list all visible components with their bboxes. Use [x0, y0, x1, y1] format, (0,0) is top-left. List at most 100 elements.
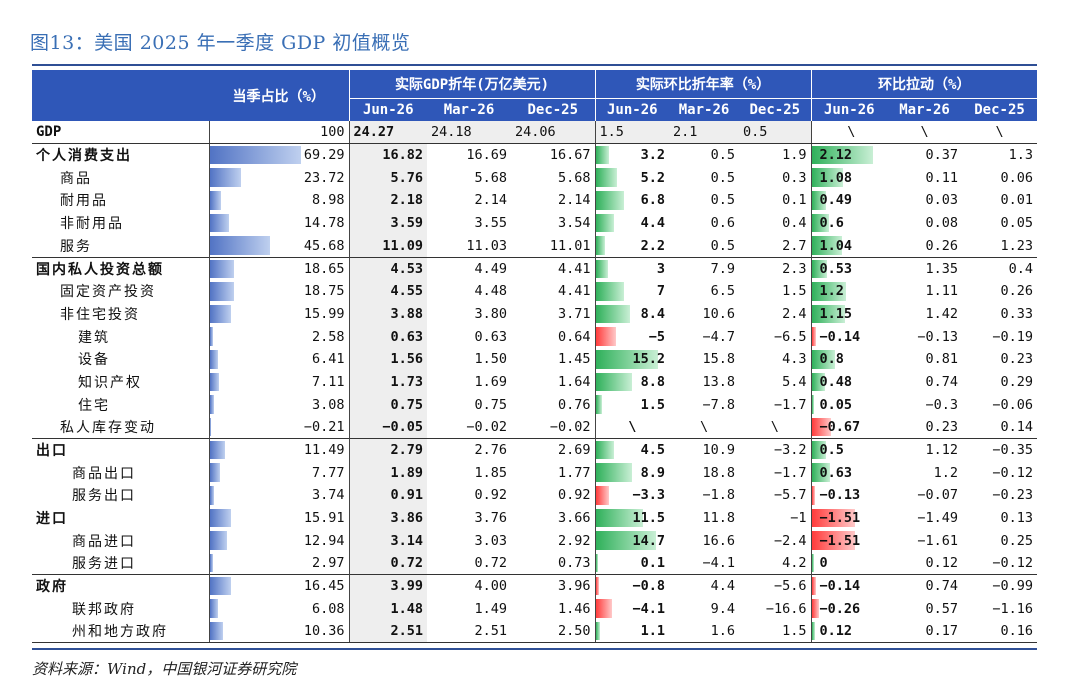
table-row: 固定资产投资 18.75 4.55 4.48 4.41 7 6.5 1.5 1.2 1.11 0.2… [32, 279, 1037, 303]
row-label: 设备 [78, 352, 110, 369]
share-value: 11.49 [303, 442, 345, 459]
share-cell: 7.11 [208, 370, 349, 394]
contrib-value: −0.14 [819, 578, 861, 595]
share-bar [210, 508, 231, 528]
contrib-cell: 0.81 [925, 351, 959, 368]
positive-bar [812, 213, 829, 233]
negative-bar [596, 599, 613, 619]
positive-bar [596, 168, 617, 188]
contrib-cell: 1.08 [810, 166, 888, 190]
share-cell: 18.65 [208, 256, 349, 280]
qoq-value: 7 [656, 283, 666, 300]
qoq-value: 15.2 [632, 351, 666, 368]
share-cell: 6.41 [208, 347, 349, 371]
qoq-cell: 6.5 [710, 283, 736, 300]
share-cell: 14.78 [208, 211, 349, 235]
period-header: Mar-26 [427, 98, 511, 121]
share-value: 3.74 [311, 487, 345, 504]
gdp-table: 当季占比（%） 实际GDP折年(万亿美元) 实际环比折年率（%） 环比拉动（%）… [32, 70, 1038, 644]
contrib-cell: 1.2 [810, 279, 888, 303]
table-row: 州和地方政府 10.36 2.51 2.51 2.50 1.1 1.6 1.5 0.12 0.17… [32, 620, 1038, 644]
qoq-cell: −1.7 [774, 396, 807, 413]
gdp-level-cell: 11.01 [549, 237, 591, 254]
share-bar [210, 236, 270, 255]
qoq-cell: 2.4 [782, 305, 807, 322]
positive-bar [596, 191, 624, 210]
row-label: 商品出口 [72, 465, 136, 482]
qoq-header: 实际环比折年率（%） [594, 70, 812, 99]
gdp-level-cell: 0.72 [348, 552, 427, 575]
qoq-value: 1.1 [640, 623, 666, 640]
share-value: 45.68 [303, 237, 345, 254]
gdp-level-cell: 1.73 [348, 370, 427, 394]
share-value: 2.97 [311, 555, 345, 572]
gdp-level-cell: 16.67 [511, 143, 596, 167]
contrib-cell: −0.23 [992, 487, 1034, 504]
gdp-level-cell: 2.76 [427, 438, 511, 462]
gdp-level-cell: −0.02 [466, 419, 507, 436]
row-label: 服务进口 [72, 556, 136, 573]
row-label: 耐用品 [60, 193, 108, 210]
qoq-cell: 8.4 [594, 302, 670, 326]
qoq-cell: −1.7 [774, 464, 807, 481]
contrib-cell: 0.17 [887, 620, 963, 644]
table-row: 服务 45.68 11.09 11.03 11.01 2.2 0.5 2.7 1.04 0.26 1… [32, 234, 1037, 258]
positive-bar [812, 441, 827, 460]
qoq-cell: 1.5 [594, 393, 670, 416]
gdp-level-cell: 4.41 [511, 256, 596, 280]
corner-cell-2 [32, 98, 209, 121]
share-bar [210, 599, 218, 619]
contrib-cell: 1.12 [887, 438, 963, 462]
row-label: 进口 [36, 511, 68, 528]
positive-bar [596, 508, 643, 528]
negative-bar [812, 508, 856, 528]
contrib-cell: 0.37 [887, 143, 963, 167]
qoq-cell: 1.1 [594, 620, 670, 644]
share-value: 7.77 [311, 464, 345, 481]
row-label: 知识产权 [78, 374, 142, 391]
contrib-value: 2.12 [819, 147, 853, 164]
table-row: 政府 16.45 3.99 4.00 3.96 −0.8 4.4 −5.6 −0.14 0.74−… [32, 574, 1038, 598]
source-note: 资料来源：Wind，中国银河证券研究院 [32, 660, 297, 678]
contrib-cell: −0.3 [925, 396, 959, 413]
row-label: GDP [32, 121, 209, 145]
gdp-level-cell: 0.72 [474, 555, 507, 572]
contrib-cell: −1.51 [810, 529, 888, 553]
contrib-cell: 0.11 [925, 169, 959, 186]
contrib-cell: −0.12 [992, 464, 1034, 481]
share-cell: 8.98 [208, 189, 349, 212]
contrib-cell: −0.13 [917, 328, 959, 345]
gdp-level-cell: 2.51 [427, 620, 511, 644]
contrib-cell: 0.06 [1000, 169, 1034, 186]
share-bar [210, 486, 215, 505]
contrib-value: −0.14 [819, 328, 861, 345]
contrib-cell: 0.26 [1000, 283, 1034, 300]
row-label: 商品进口 [72, 533, 136, 550]
gdp-level-cell: 1.69 [474, 373, 507, 390]
qoq-cell: 4.4 [669, 574, 740, 598]
share-bar [210, 281, 235, 301]
positive-bar [596, 441, 615, 460]
qoq-cell: −5.7 [774, 487, 807, 504]
gdp-level-cell: 0.75 [348, 393, 427, 416]
qoq-cell: −7.8 [702, 396, 736, 413]
positive-bar [812, 622, 816, 641]
contrib-cell: 1.15 [810, 302, 888, 326]
qoq-cell: 2.1 [669, 121, 740, 145]
share-cell: 6.08 [208, 597, 349, 621]
share-cell: 15.91 [208, 506, 349, 530]
gdp-level-cell: 24.27 [348, 121, 427, 145]
qoq-value: 0.1 [640, 555, 666, 572]
contrib-cell: 1.42 [925, 305, 959, 322]
contrib-cell: 0.63 [810, 461, 888, 484]
contrib-cell: 0.05 [810, 393, 888, 416]
share-cell: 100 [208, 121, 349, 145]
qoq-cell: 15.8 [702, 351, 736, 368]
row-label: 固定资产投资 [60, 284, 156, 301]
qoq-value: 3.2 [640, 147, 666, 164]
qoq-cell: 16.6 [702, 532, 736, 549]
qoq-value: 8.4 [640, 305, 666, 322]
qoq-value: 2.2 [640, 237, 666, 254]
share-cell: 2.97 [208, 552, 349, 575]
qoq-value: 6.8 [640, 192, 666, 209]
